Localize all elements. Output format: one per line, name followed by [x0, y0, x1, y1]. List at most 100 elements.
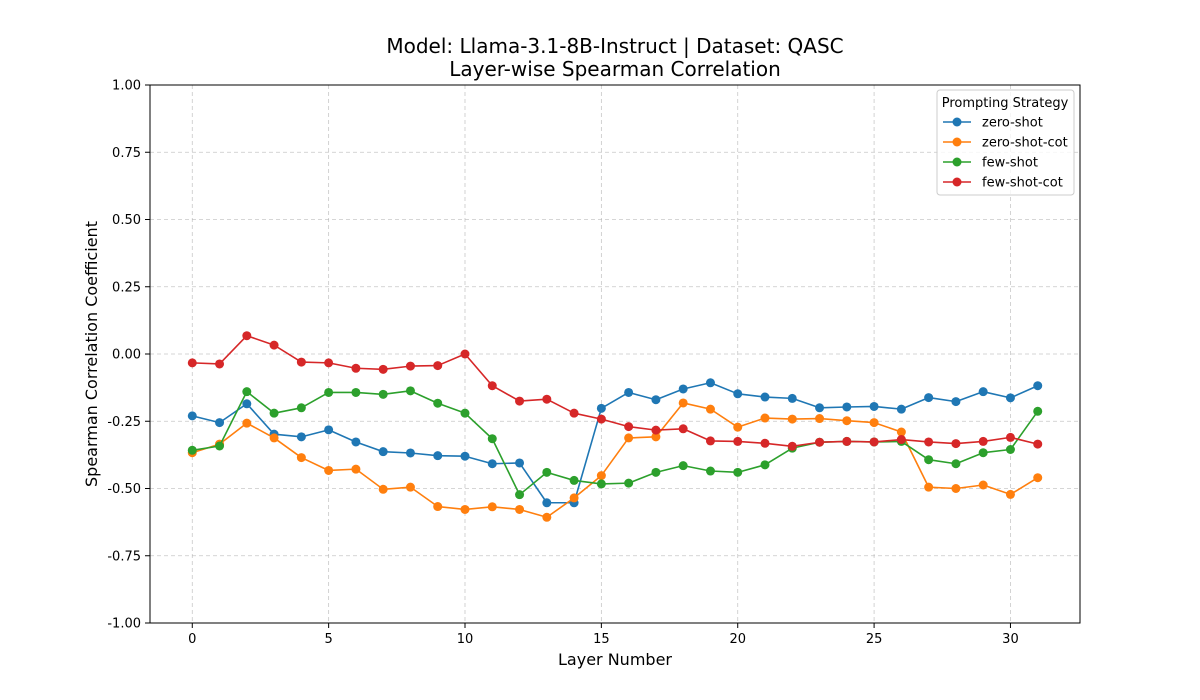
data-point-zero-shot-cot — [924, 482, 934, 492]
data-point-zero-shot — [515, 458, 525, 468]
data-point-zero-shot-cot — [378, 484, 388, 494]
data-point-few-shot-cot — [324, 358, 334, 368]
data-point-zero-shot — [624, 387, 634, 397]
data-point-few-shot — [242, 387, 252, 397]
data-point-few-shot — [678, 461, 688, 471]
data-point-few-shot — [433, 398, 443, 408]
data-point-few-shot-cot — [678, 424, 688, 434]
data-point-zero-shot — [678, 384, 688, 394]
data-point-zero-shot-cot — [678, 398, 688, 408]
y-tick-label: -0.75 — [107, 549, 141, 564]
legend-label-zero-shot-cot: zero-shot-cot — [982, 136, 1068, 151]
series-line-zero-shot-cot — [192, 402, 1039, 519]
legend-item-zero-shot: zero-shot — [943, 116, 1043, 131]
data-point-few-shot-cot — [733, 436, 743, 446]
data-point-zero-shot-cot — [460, 504, 470, 514]
data-point-zero-shot-cot — [269, 433, 279, 443]
data-point-few-shot-cot — [1005, 432, 1015, 442]
data-point-few-shot-cot — [924, 437, 934, 447]
data-point-zero-shot-cot — [351, 464, 361, 474]
data-point-zero-shot-cot — [1033, 473, 1043, 483]
data-point-few-shot-cot — [1033, 439, 1043, 449]
y-tick-label: -0.25 — [107, 415, 141, 430]
data-point-few-shot — [405, 386, 415, 396]
data-point-zero-shot — [296, 432, 306, 442]
series-few-shot-cot — [187, 331, 1043, 451]
data-point-zero-shot — [460, 451, 470, 461]
data-point-zero-shot — [324, 425, 334, 435]
data-point-few-shot — [760, 460, 770, 470]
data-point-few-shot — [569, 475, 579, 485]
y-tick-label: 1.00 — [112, 79, 141, 94]
legend-marker-few-shot — [952, 157, 962, 167]
y-tick-label: 0.25 — [112, 280, 141, 295]
data-point-few-shot — [542, 467, 552, 477]
data-point-zero-shot-cot — [405, 482, 415, 492]
tick-layer: 0 5 10 15 20 25 30 -1.00 -0.75 -0.50 -0.25 0.00 0.25… — [107, 79, 1018, 648]
data-point-few-shot-cot — [296, 357, 306, 367]
data-point-few-shot-cot — [269, 340, 279, 350]
data-point-few-shot — [460, 408, 470, 418]
data-point-few-shot-cot — [842, 436, 852, 446]
chart-title-line2: Layer-wise Spearman Correlation — [449, 57, 781, 81]
data-point-few-shot-cot — [787, 441, 797, 451]
data-point-few-shot-cot — [651, 425, 661, 435]
data-point-few-shot-cot — [705, 436, 715, 446]
data-point-zero-shot-cot — [324, 465, 334, 475]
data-point-few-shot-cot — [405, 361, 415, 371]
data-point-zero-shot — [1005, 393, 1015, 403]
data-point-few-shot-cot — [460, 349, 470, 359]
series-line-few-shot — [192, 390, 1039, 496]
legend-items: zero-shot zero-shot-cot few-shot few-shot-c… — [943, 116, 1068, 191]
data-point-zero-shot-cot — [869, 418, 879, 428]
data-point-zero-shot-cot — [842, 416, 852, 426]
series-zero-shot-cot — [187, 398, 1043, 522]
data-point-few-shot — [705, 466, 715, 476]
data-point-few-shot-cot — [624, 422, 634, 432]
data-point-few-shot — [324, 387, 334, 397]
legend-marker-few-shot-cot — [952, 177, 962, 187]
data-point-zero-shot — [787, 393, 797, 403]
x-tick-label: 10 — [457, 632, 474, 647]
data-point-few-shot-cot — [760, 438, 770, 448]
x-tick-label: 25 — [866, 632, 883, 647]
data-point-few-shot — [515, 490, 525, 500]
legend-label-few-shot: few-shot — [982, 156, 1038, 171]
series-line-zero-shot — [192, 381, 1039, 504]
data-point-few-shot-cot — [815, 437, 825, 447]
data-point-few-shot-cot — [487, 381, 497, 391]
data-point-zero-shot — [596, 403, 606, 413]
x-tick-label: 15 — [593, 632, 610, 647]
data-point-few-shot-cot — [569, 408, 579, 418]
data-point-zero-shot — [951, 397, 961, 407]
x-axis-label: Layer Number — [558, 650, 672, 669]
data-point-zero-shot-cot — [515, 504, 525, 514]
data-point-zero-shot-cot — [787, 414, 797, 424]
data-point-few-shot-cot — [596, 414, 606, 424]
data-point-zero-shot — [760, 392, 770, 402]
y-tick-label: 0.75 — [112, 146, 141, 161]
data-point-few-shot-cot — [896, 435, 906, 445]
data-point-zero-shot-cot — [815, 414, 825, 424]
data-point-zero-shot-cot — [542, 512, 552, 522]
data-point-few-shot — [215, 441, 225, 451]
x-tick-label: 5 — [324, 632, 332, 647]
data-point-zero-shot — [351, 437, 361, 447]
data-point-zero-shot-cot — [651, 432, 661, 442]
data-point-zero-shot-cot — [896, 427, 906, 437]
data-point-zero-shot-cot — [733, 422, 743, 432]
data-point-few-shot-cot — [869, 437, 879, 447]
data-point-few-shot-cot — [351, 363, 361, 373]
legend-item-few-shot: few-shot — [943, 156, 1038, 171]
data-point-few-shot — [924, 455, 934, 465]
y-tick-label: -1.00 — [107, 617, 141, 632]
series-line-few-shot-cot — [192, 334, 1038, 448]
data-point-zero-shot — [215, 418, 225, 428]
data-point-few-shot-cot — [378, 364, 388, 374]
x-tick-label: 30 — [1002, 632, 1019, 647]
data-point-zero-shot — [896, 404, 906, 414]
data-point-zero-shot-cot — [760, 413, 770, 423]
data-point-zero-shot — [1033, 381, 1043, 391]
data-point-zero-shot-cot — [433, 502, 443, 512]
